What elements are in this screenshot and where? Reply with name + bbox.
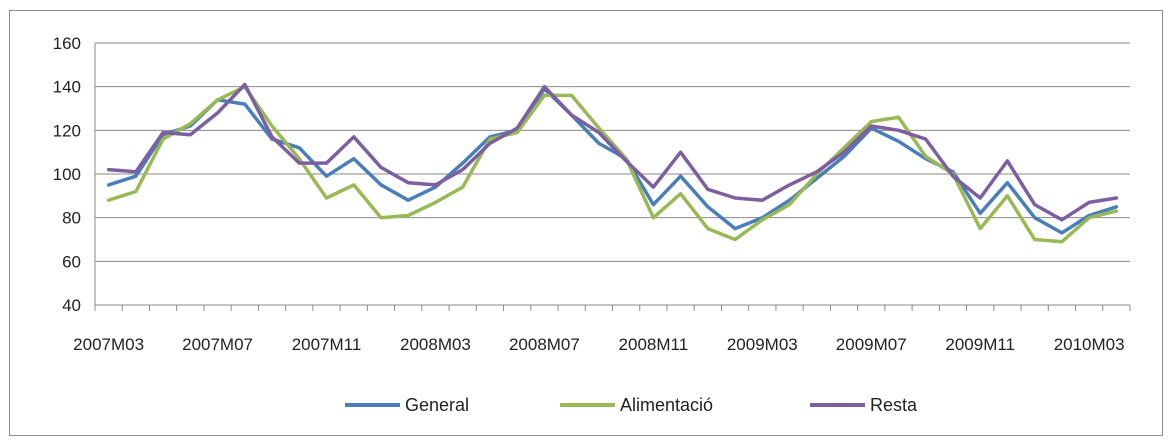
y-tick-label: 100 [53, 165, 81, 184]
x-tick-label: 2008M03 [400, 335, 471, 354]
series-line-resta [106, 82, 1119, 222]
x-tick-label: 2010M03 [1054, 335, 1125, 354]
x-tick-label: 2007M07 [182, 335, 253, 354]
legend-label: Alimentació [620, 395, 713, 415]
y-tick-label: 160 [53, 34, 81, 53]
y-tick-label: 80 [62, 209, 81, 228]
x-tick-label: 2008M07 [509, 335, 580, 354]
chart-frame [9, 10, 1163, 436]
legend-label: Resta [870, 395, 918, 415]
x-tick-label: 2009M03 [727, 335, 798, 354]
y-tick-label: 140 [53, 78, 81, 97]
x-tick-label: 2009M07 [836, 335, 907, 354]
y-tick-label: 120 [53, 121, 81, 140]
y-tick-label: 40 [62, 296, 81, 315]
x-tick-label: 2007M11 [292, 335, 362, 354]
y-tick-label: 60 [62, 252, 81, 271]
x-tick-label: 2007M03 [73, 335, 144, 354]
x-tick-label: 2008M11 [619, 335, 689, 354]
x-tick-label: 2009M11 [945, 335, 1015, 354]
legend-label: General [405, 395, 469, 415]
